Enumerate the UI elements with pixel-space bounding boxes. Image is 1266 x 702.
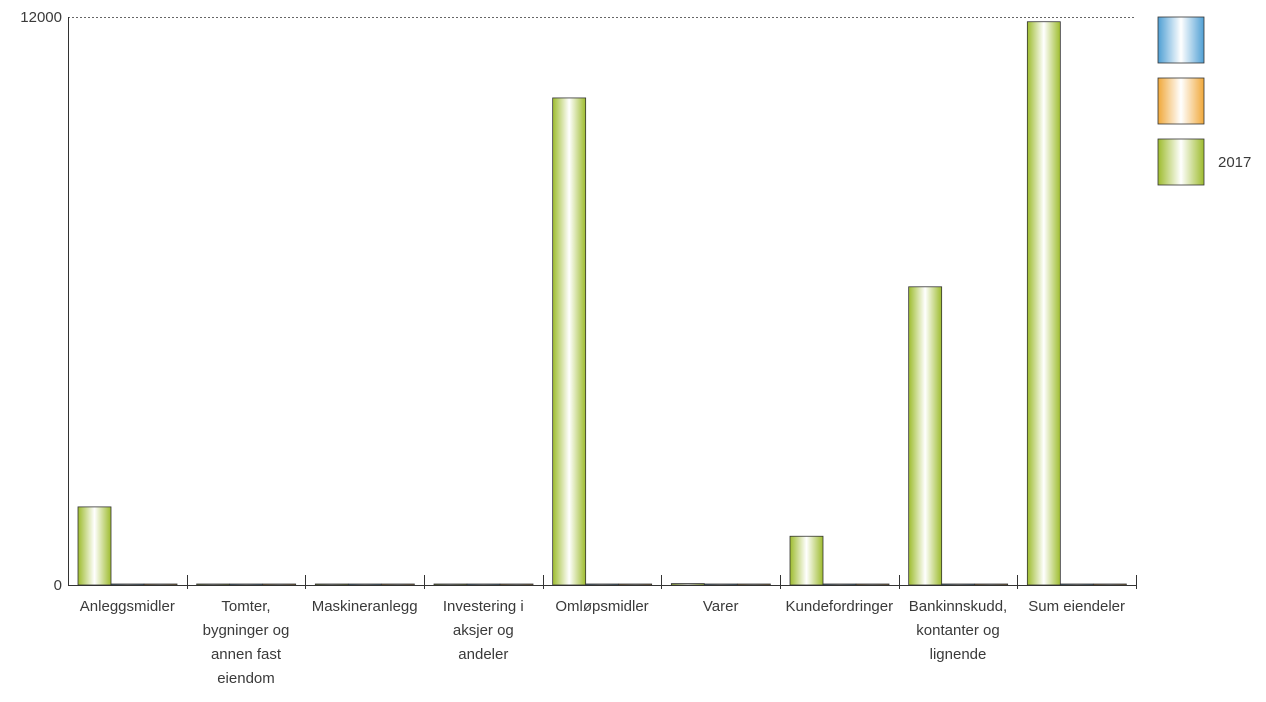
legend-swatch	[1157, 77, 1205, 125]
category-label: Investering i aksjer og andeler	[443, 598, 524, 663]
bar-series-0-4	[585, 583, 620, 586]
bar-series-0-8	[1059, 583, 1094, 586]
bar-series-1-6	[855, 583, 890, 586]
bar-series-0-3	[466, 583, 501, 586]
bar-series-1-8	[1092, 583, 1127, 586]
bar-series-0-7	[941, 583, 976, 586]
category-label: Omløpsmidler	[555, 598, 648, 615]
y-tick-label: 0	[54, 577, 62, 594]
bar-series-1-7	[974, 583, 1009, 586]
bar-2017-1	[196, 583, 231, 586]
bar-2017-6	[789, 535, 824, 586]
legend: 2017	[1157, 16, 1251, 186]
bar-series-1-4	[618, 583, 653, 586]
bars	[77, 21, 1127, 586]
axes	[68, 17, 1137, 589]
category-label: Varer	[703, 598, 739, 615]
bar-series-1-5	[736, 583, 771, 586]
bar-2017-4	[552, 97, 587, 586]
category-labels: Anleggsmidler Tomter, bygninger og annen fa…	[80, 598, 1125, 687]
category-label: Sum eiendeler	[1028, 598, 1125, 615]
bar-series-1-3	[499, 583, 534, 586]
bar-series-1-2	[380, 583, 415, 586]
bar-series-1-1	[262, 583, 297, 586]
category-label: Tomter, bygninger og annen fast eiendom	[203, 598, 290, 687]
bar-series-0-1	[229, 583, 264, 586]
category-label: Kundefordringer	[786, 598, 894, 615]
category-label: Anleggsmidler	[80, 598, 175, 615]
category-label: Maskineranlegg	[312, 598, 418, 615]
bar-series-0-2	[347, 583, 382, 586]
bar-2017-7	[908, 286, 943, 586]
bar-2017-2	[314, 583, 349, 586]
category-label: Bankinnskudd, kontanter og lignende	[909, 598, 1007, 663]
legend-label: 2017	[1218, 154, 1251, 171]
bar-series-0-5	[703, 583, 738, 586]
bar-series-0-0	[110, 583, 145, 586]
legend-swatch	[1157, 138, 1205, 186]
bar-series-0-6	[822, 583, 857, 586]
bar-series-1-0	[143, 583, 178, 586]
bar-2017-0	[77, 506, 112, 586]
bar-2017-8	[1026, 21, 1061, 586]
y-tick-labels: 0 12000	[20, 9, 62, 594]
bar-2017-5	[670, 583, 705, 586]
y-tick-label: 12000	[20, 9, 62, 26]
legend-swatch	[1157, 16, 1205, 64]
bar-2017-3	[433, 583, 468, 586]
